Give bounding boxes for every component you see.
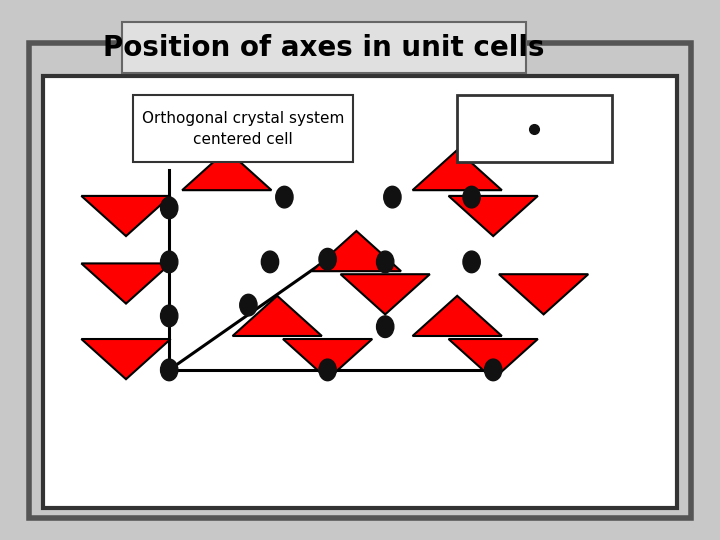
FancyBboxPatch shape [29,43,691,518]
Ellipse shape [384,186,401,208]
Ellipse shape [463,251,480,273]
Ellipse shape [161,359,178,381]
Ellipse shape [161,305,178,327]
Ellipse shape [319,359,336,381]
Text: Position of axes in unit cells: Position of axes in unit cells [103,33,545,62]
Text: Orthogonal crystal system
centered cell: Orthogonal crystal system centered cell [142,111,345,146]
Ellipse shape [276,186,293,208]
Ellipse shape [319,248,336,270]
Polygon shape [449,339,538,379]
Polygon shape [182,150,271,190]
Polygon shape [283,339,372,379]
Polygon shape [81,264,171,303]
Ellipse shape [485,359,502,381]
FancyBboxPatch shape [133,94,353,162]
FancyBboxPatch shape [122,22,526,73]
Ellipse shape [377,251,394,273]
Ellipse shape [463,186,480,208]
FancyBboxPatch shape [457,94,612,162]
FancyBboxPatch shape [43,76,677,508]
Polygon shape [341,274,430,314]
Polygon shape [413,296,502,336]
Ellipse shape [161,197,178,219]
Ellipse shape [261,251,279,273]
Polygon shape [312,231,401,271]
Polygon shape [413,150,502,190]
Ellipse shape [377,316,394,338]
Polygon shape [81,196,171,236]
Polygon shape [499,274,588,314]
Polygon shape [81,339,171,379]
Ellipse shape [240,294,257,316]
Polygon shape [233,296,322,336]
Polygon shape [449,196,538,236]
Ellipse shape [161,251,178,273]
